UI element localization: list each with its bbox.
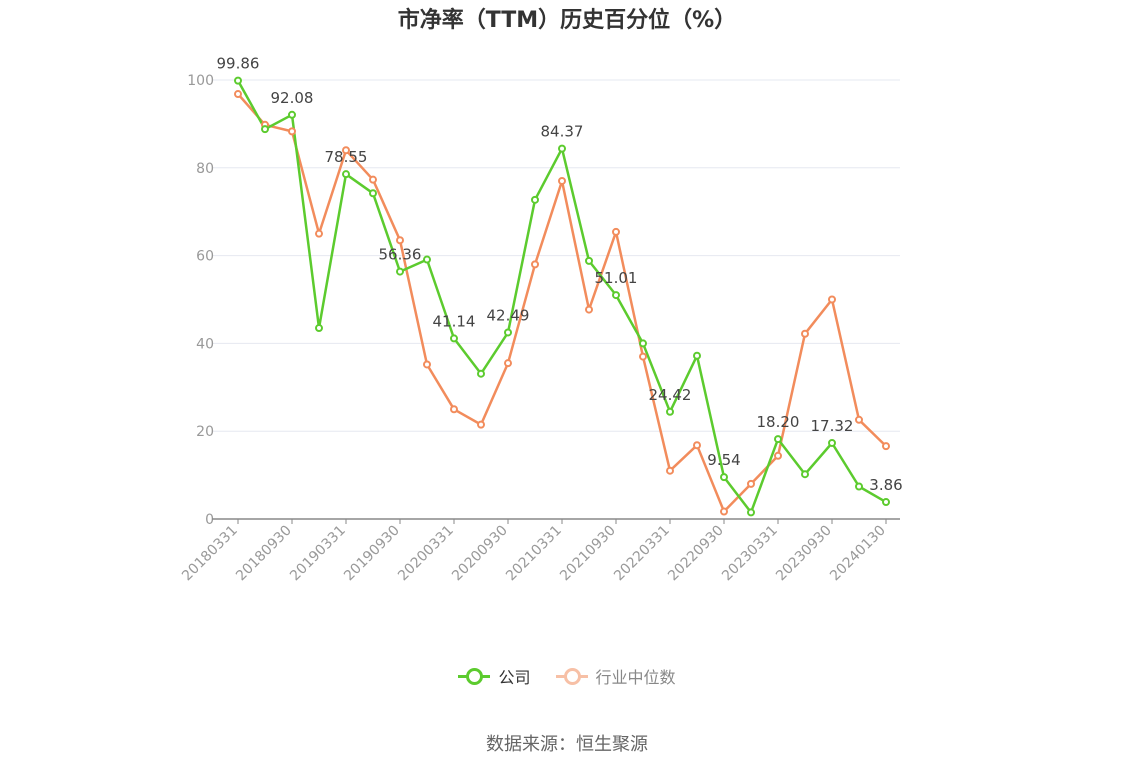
chart-title: 市净率（TTM）历史百分位（%）	[397, 8, 737, 33]
industry-median-point	[423, 360, 431, 369]
industry-median-point	[720, 507, 728, 516]
company-point	[396, 267, 404, 276]
data-points	[234, 76, 890, 517]
industry-median-point	[585, 305, 593, 314]
y-tick-label: 0	[205, 512, 214, 528]
x-tick-label: 20230930	[773, 523, 835, 585]
industry-median-point	[450, 405, 458, 414]
data-label: 99.86	[217, 55, 260, 73]
company-point	[639, 339, 647, 348]
legend-dot-industry-median	[563, 668, 581, 685]
industry-median-point	[774, 451, 782, 460]
x-tick-label: 20220331	[611, 523, 673, 585]
x-tick-label: 20190331	[287, 523, 349, 585]
company-point	[531, 195, 539, 204]
grid-lines	[212, 79, 900, 432]
company-point	[504, 328, 512, 337]
company-point	[693, 351, 701, 360]
y-tick-label: 20	[196, 424, 214, 440]
x-tick-label: 20180930	[233, 523, 295, 585]
x-tick-label: 20240130	[827, 523, 889, 585]
x-tick-label: 20200930	[449, 523, 511, 585]
industry-median-point	[369, 175, 377, 184]
legend-label-industry-median: 行业中位数	[595, 668, 676, 687]
x-tick-label: 20210331	[503, 523, 565, 585]
company-point	[585, 256, 593, 265]
company-point	[801, 470, 809, 479]
y-tick-label: 100	[187, 73, 214, 89]
industry-median-point	[801, 329, 809, 338]
company-point	[234, 76, 242, 85]
data-label: 41.14	[433, 312, 476, 330]
data-label: 78.55	[325, 148, 368, 166]
data-label: 56.36	[379, 246, 422, 264]
x-tick-label: 20190930	[341, 523, 403, 585]
data-label: 3.86	[869, 476, 902, 494]
data-label: 42.49	[487, 306, 530, 324]
company-point	[288, 110, 296, 119]
industry-median-point	[504, 359, 512, 368]
company-point	[828, 438, 836, 447]
y-tick-label: 60	[196, 249, 214, 265]
industry-median-point	[558, 176, 566, 185]
industry-median-point	[234, 90, 242, 99]
axes: 0 20 40 60 80 100 2018033120180930201903312019…	[179, 73, 900, 584]
legend-marker-company	[458, 668, 491, 685]
company-point	[477, 369, 485, 378]
data-label: 84.37	[541, 123, 584, 141]
company-point	[774, 435, 782, 444]
legend: 公司 行业中位数	[0, 664, 1134, 688]
data-label: 17.32	[811, 417, 854, 435]
company-point	[612, 291, 620, 300]
industry-median-point	[396, 236, 404, 245]
company-point	[450, 334, 458, 343]
industry-median-point	[747, 479, 755, 488]
industry-median-point	[342, 146, 350, 155]
company-point	[720, 473, 728, 482]
data-label: 18.20	[757, 413, 800, 431]
industry-median-point	[639, 352, 647, 361]
industry-median-point	[666, 466, 674, 475]
company-point	[342, 170, 350, 179]
data-label: 51.01	[595, 269, 638, 287]
industry-median-point	[477, 420, 485, 429]
legend-label-company: 公司	[498, 668, 531, 687]
industry-median-point	[828, 295, 836, 304]
company-point	[423, 255, 431, 264]
company-point	[369, 189, 377, 198]
x-tick-label: 20210930	[557, 523, 619, 585]
legend-item-company[interactable]: 公司	[458, 664, 530, 688]
company-point	[261, 125, 269, 134]
industry-median-point	[612, 227, 620, 236]
industry-median-point	[288, 127, 296, 136]
company-point	[666, 407, 674, 416]
industry-median-point	[693, 441, 701, 450]
data-label: 92.08	[271, 89, 314, 107]
industry-median-point	[882, 442, 890, 451]
legend-item-industry-median[interactable]: 行业中位数	[555, 664, 676, 688]
industry-median-point	[855, 415, 863, 424]
x-tick-label: 20200331	[395, 523, 457, 585]
data-label: 9.54	[707, 451, 740, 469]
y-tick-label: 40	[196, 336, 214, 352]
company-point	[855, 482, 863, 491]
legend-marker-industry-median	[555, 668, 588, 685]
data-source: 数据来源：恒生聚源	[486, 734, 648, 755]
x-tick-label: 20230331	[719, 523, 781, 585]
company-point	[315, 324, 323, 333]
data-label: 24.42	[649, 386, 692, 404]
industry-median-point	[531, 260, 539, 269]
company-point	[558, 144, 566, 153]
industry-median-point	[315, 229, 323, 238]
legend-dot-company	[466, 668, 484, 685]
y-tick-label: 80	[196, 161, 214, 177]
x-tick-label: 20180331	[179, 523, 241, 585]
x-tick-label: 20220930	[665, 523, 727, 585]
data-labels: 99.86 92.08 78.55 56.36 41.14 42.49 84.37 51.01…	[217, 55, 903, 494]
company-point	[747, 508, 755, 517]
company-point	[882, 498, 890, 507]
